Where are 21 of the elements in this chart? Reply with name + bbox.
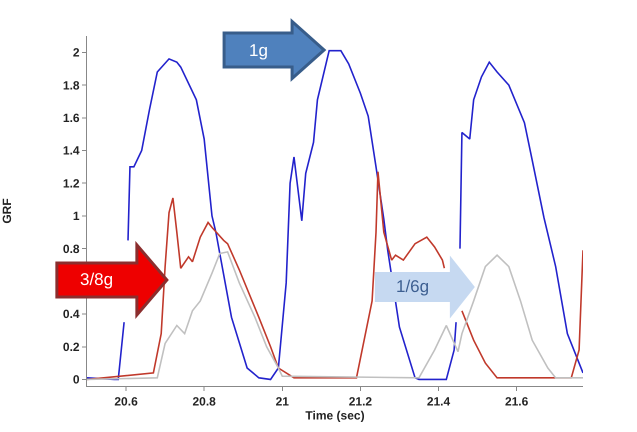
y-tick-label: 1 [72, 209, 80, 224]
x-tick-label: 20.6 [114, 394, 138, 408]
y-tick-label: 1.6 [62, 110, 80, 125]
y-tick-label: 2 [72, 46, 80, 60]
x-tick-label: 21 [276, 394, 290, 408]
annotation: 1/6g [396, 277, 430, 296]
y-tick-label: 0.4 [62, 307, 80, 322]
annotation: 3/8g [80, 270, 114, 289]
x-tick-label: 20.8 [192, 394, 216, 408]
x-tick-label: 21.2 [348, 394, 372, 408]
y-tick-label: 0.2 [62, 340, 80, 354]
x-axis-title: Time (sec) [305, 408, 365, 422]
annotation: 1g [249, 41, 268, 60]
y-axis-title: GRF [0, 198, 14, 224]
y-tick-label: 1.4 [62, 144, 80, 158]
y-tick-label: 1.8 [62, 78, 80, 92]
y-tick-label: 0 [72, 372, 80, 387]
x-tick-label: 21.6 [504, 394, 529, 408]
y-tick-label: 0.8 [62, 242, 80, 256]
y-tick-label: 1.2 [62, 176, 80, 190]
x-tick-label: 21.4 [426, 394, 450, 408]
